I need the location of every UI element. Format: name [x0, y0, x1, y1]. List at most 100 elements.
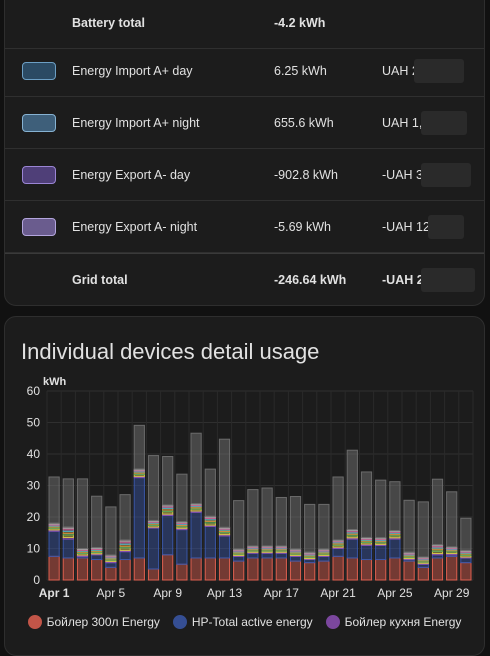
y-tick-label: 40 — [27, 447, 41, 461]
bar-segment — [247, 552, 259, 559]
bar-segment — [389, 557, 401, 581]
bar-segment — [62, 538, 74, 559]
bar-segment — [460, 562, 472, 581]
bar-segment — [304, 503, 316, 553]
bar-segment — [190, 432, 202, 505]
bar-segment — [176, 563, 188, 581]
row-energy-value: -902.8 kWh — [274, 167, 338, 182]
bar-segment — [261, 552, 273, 559]
bar-segment — [304, 562, 316, 581]
redaction-mask — [421, 110, 468, 135]
bar-segment — [332, 555, 344, 581]
legend-color-dot — [27, 615, 42, 629]
bar-segment — [91, 495, 103, 549]
bar-segment — [147, 527, 160, 570]
row-energy-value: -246.64 kWh — [274, 272, 347, 287]
bar-segment — [133, 557, 145, 581]
legend-label: Бойлер кухня Energy — [344, 615, 462, 629]
x-tick-label: Apr 1 — [39, 586, 70, 600]
row-label: Battery total — [72, 15, 145, 30]
y-tick-label: 10 — [27, 542, 41, 556]
table-row: Energy Import A+ day 6.25 kWh UAH 2 — [5, 45, 484, 97]
bar-segment — [133, 424, 145, 470]
bar-segment — [446, 555, 458, 581]
x-tick-label: Apr 5 — [97, 586, 126, 600]
bar-segment — [346, 449, 358, 531]
bar-segment — [190, 511, 202, 559]
x-tick-label: Apr 21 — [320, 586, 356, 600]
bar-segment — [105, 506, 117, 556]
y-tick-label: 0 — [33, 573, 40, 587]
table-row-total: Battery total -4.2 kWh — [5, 0, 484, 49]
bar-segment — [318, 503, 330, 550]
row-label: Energy Export A- day — [72, 167, 191, 182]
bar-segment — [176, 529, 188, 565]
legend-color-dot — [172, 615, 187, 629]
energy-distribution-card: Battery total -4.2 kWh Energy Import A+ da… — [4, 0, 485, 306]
row-cost-value: -UAH 2 — [382, 272, 424, 287]
devices-usage-card: Individual devices detail usage 0 10 20 30 4… — [4, 316, 485, 656]
y-tick-label: 30 — [27, 479, 41, 493]
bar-segment — [204, 468, 216, 517]
bar-segment — [76, 557, 89, 581]
bar-segment — [119, 551, 131, 561]
bar-segment — [48, 476, 60, 524]
x-tick-label: Apr 25 — [377, 586, 413, 600]
bar-segment — [233, 555, 245, 562]
table-row: Energy Export A- night -5.69 kWh -UAH 12 — [5, 201, 484, 253]
bar-segment — [460, 517, 472, 551]
bar-segment — [275, 552, 287, 559]
bar-segment — [119, 559, 131, 581]
bar-segment — [105, 562, 117, 568]
bar-segment — [76, 478, 89, 549]
color-swatch — [22, 165, 56, 184]
bar-segment — [275, 496, 287, 547]
legend-item[interactable]: Бойлер 300л Energy — [27, 615, 160, 629]
bar-segment — [318, 560, 330, 581]
row-label: Energy Export A- night — [72, 219, 198, 234]
x-tick-label: Apr 17 — [264, 586, 300, 600]
bar-segment — [360, 559, 373, 581]
bar-segment — [417, 501, 429, 558]
bar-segment — [360, 471, 373, 538]
bar-segment — [218, 535, 231, 559]
bar-segment — [62, 478, 74, 528]
bar-segment — [218, 557, 231, 581]
y-tick-label: 20 — [27, 510, 41, 524]
x-tick-label: Apr 13 — [207, 586, 243, 600]
redaction-mask — [421, 267, 476, 292]
color-swatch — [22, 217, 56, 236]
bar-segment — [48, 530, 60, 557]
bar-segment — [261, 557, 273, 581]
y-axis-label: kWh — [43, 376, 67, 388]
table-row-total: Grid total -246.64 kWh -UAH 2 — [5, 253, 484, 305]
bar-segment — [431, 557, 444, 581]
bar-segment — [346, 538, 358, 559]
table-row: Energy Import A+ night 655.6 kWh UAH 1, — [5, 97, 484, 149]
bar-segment — [204, 525, 216, 559]
x-tick-label: Apr 29 — [434, 586, 470, 600]
bar-segment — [176, 473, 188, 523]
legend-item[interactable]: Бойлер кухня Energy — [325, 615, 462, 629]
bar-segment — [218, 438, 231, 528]
bar-segment — [289, 496, 302, 550]
bar-segment — [147, 568, 160, 581]
bar-segment — [403, 560, 415, 581]
bar-segment — [147, 455, 160, 521]
y-tick-label: 50 — [27, 416, 41, 430]
legend-label: Бойлер 300л Energy — [46, 615, 160, 629]
bar-segment — [190, 557, 202, 581]
legend-item[interactable]: HP-Total active energy — [172, 615, 313, 629]
bar-segment — [346, 557, 358, 581]
bar-segment — [375, 479, 387, 539]
row-cost-value: UAH 2 — [382, 63, 419, 78]
chart-legend: Бойлер 300л Energy HP-Total active energy… — [5, 615, 484, 629]
bar-segment — [318, 555, 330, 562]
row-label: Grid total — [72, 272, 128, 287]
color-swatch — [22, 61, 56, 80]
row-energy-value: 6.25 kWh — [274, 63, 327, 78]
bar-segment — [162, 514, 174, 556]
bar-segment — [48, 555, 60, 581]
legend-color-dot — [325, 615, 340, 629]
bar-segment — [91, 554, 103, 561]
